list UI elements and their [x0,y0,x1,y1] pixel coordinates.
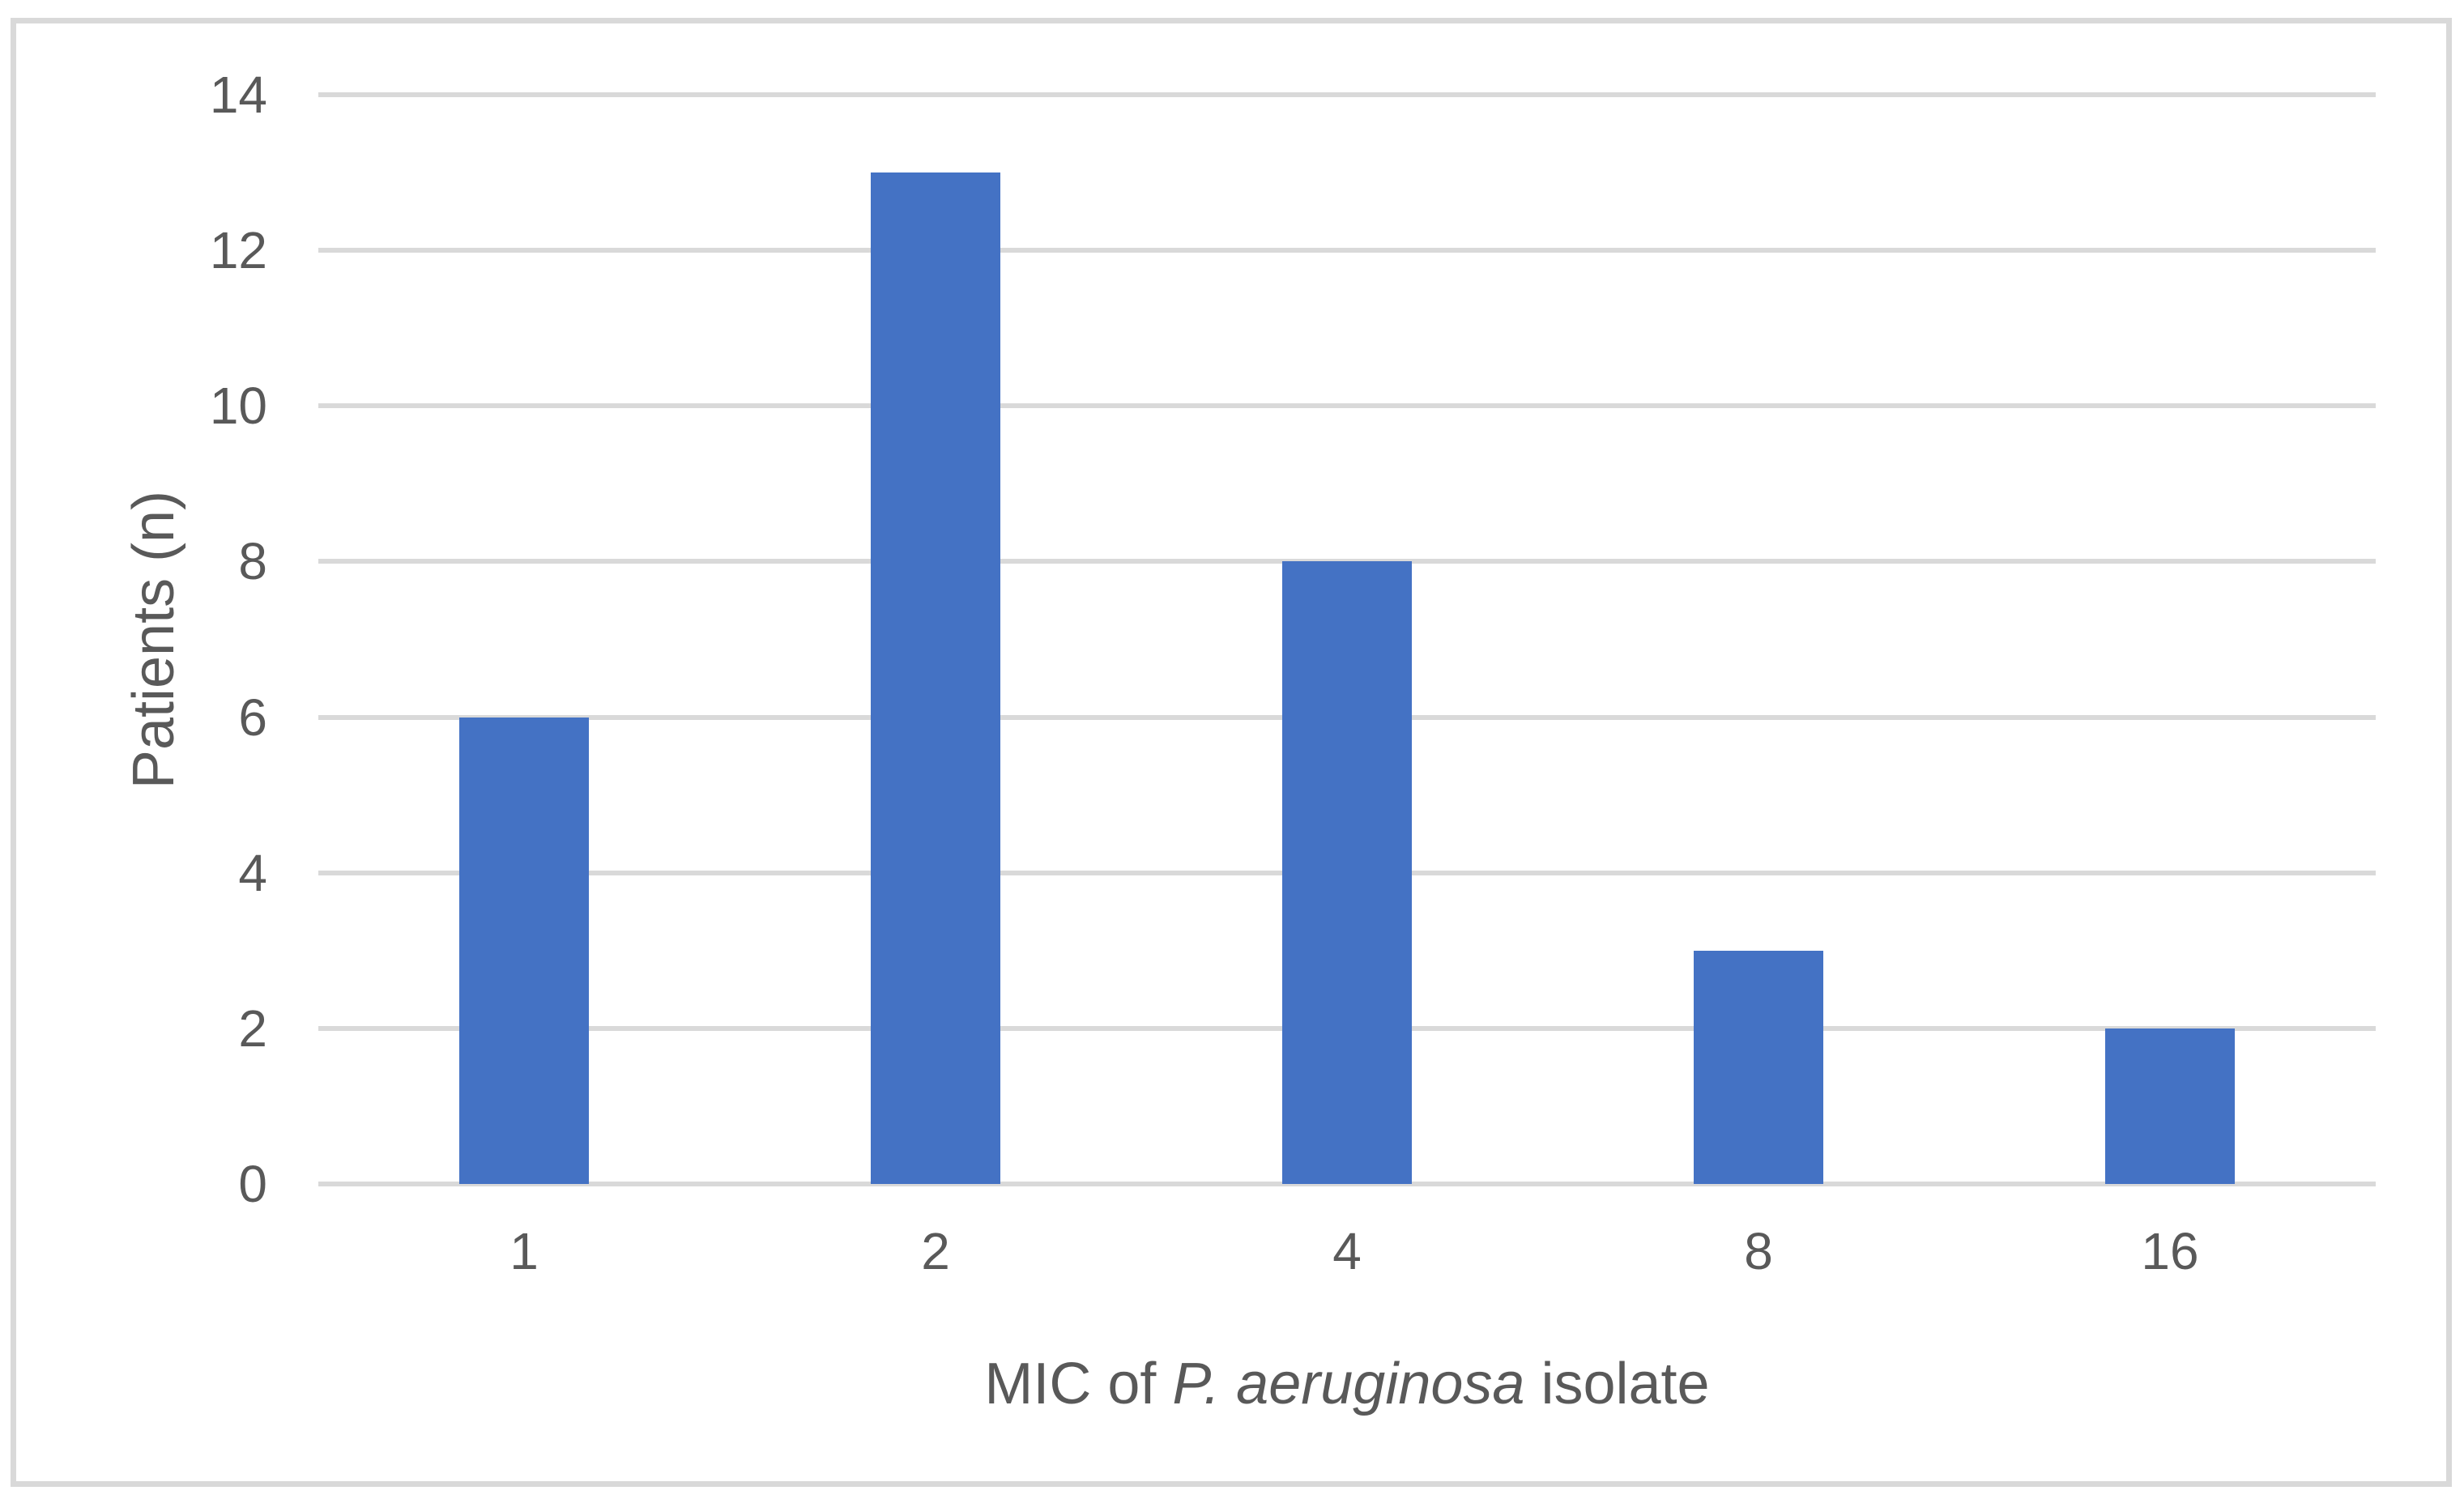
x-tick-label: 8 [1744,1222,1773,1280]
y-tick-label: 6 [238,688,267,747]
x-axis-title-suffix: isolate [1524,1352,1710,1416]
y-gridline [318,248,2376,253]
bar-16 [2105,1028,2235,1184]
y-tick-label: 0 [238,1155,267,1213]
x-tick-label: 4 [1332,1222,1362,1280]
x-axis-line [318,1182,2376,1186]
chart-outer-border [11,18,2452,1487]
bar-1 [459,717,589,1184]
x-axis-title-species: P. aeruginosa [1172,1352,1525,1416]
y-gridline [318,403,2376,409]
y-tick-label: 2 [238,999,267,1058]
x-tick-label: 16 [2141,1222,2199,1280]
y-tick-label: 8 [238,532,267,591]
y-tick-label: 10 [209,377,267,436]
y-tick-label: 4 [238,843,267,902]
y-axis-title: Patients (n) [121,490,186,790]
y-tick-label: 14 [209,66,267,124]
bar-2 [871,172,1000,1184]
y-gridline [318,92,2376,97]
x-tick-label: 2 [921,1222,950,1280]
y-tick-label: 12 [209,221,267,280]
x-axis-title-prefix: MIC of [984,1352,1173,1416]
x-axis-title: MIC of P. aeruginosa isolate [984,1351,1709,1417]
x-tick-label: 1 [509,1222,539,1280]
bar-8 [1694,950,1823,1184]
bar-4 [1282,561,1412,1184]
